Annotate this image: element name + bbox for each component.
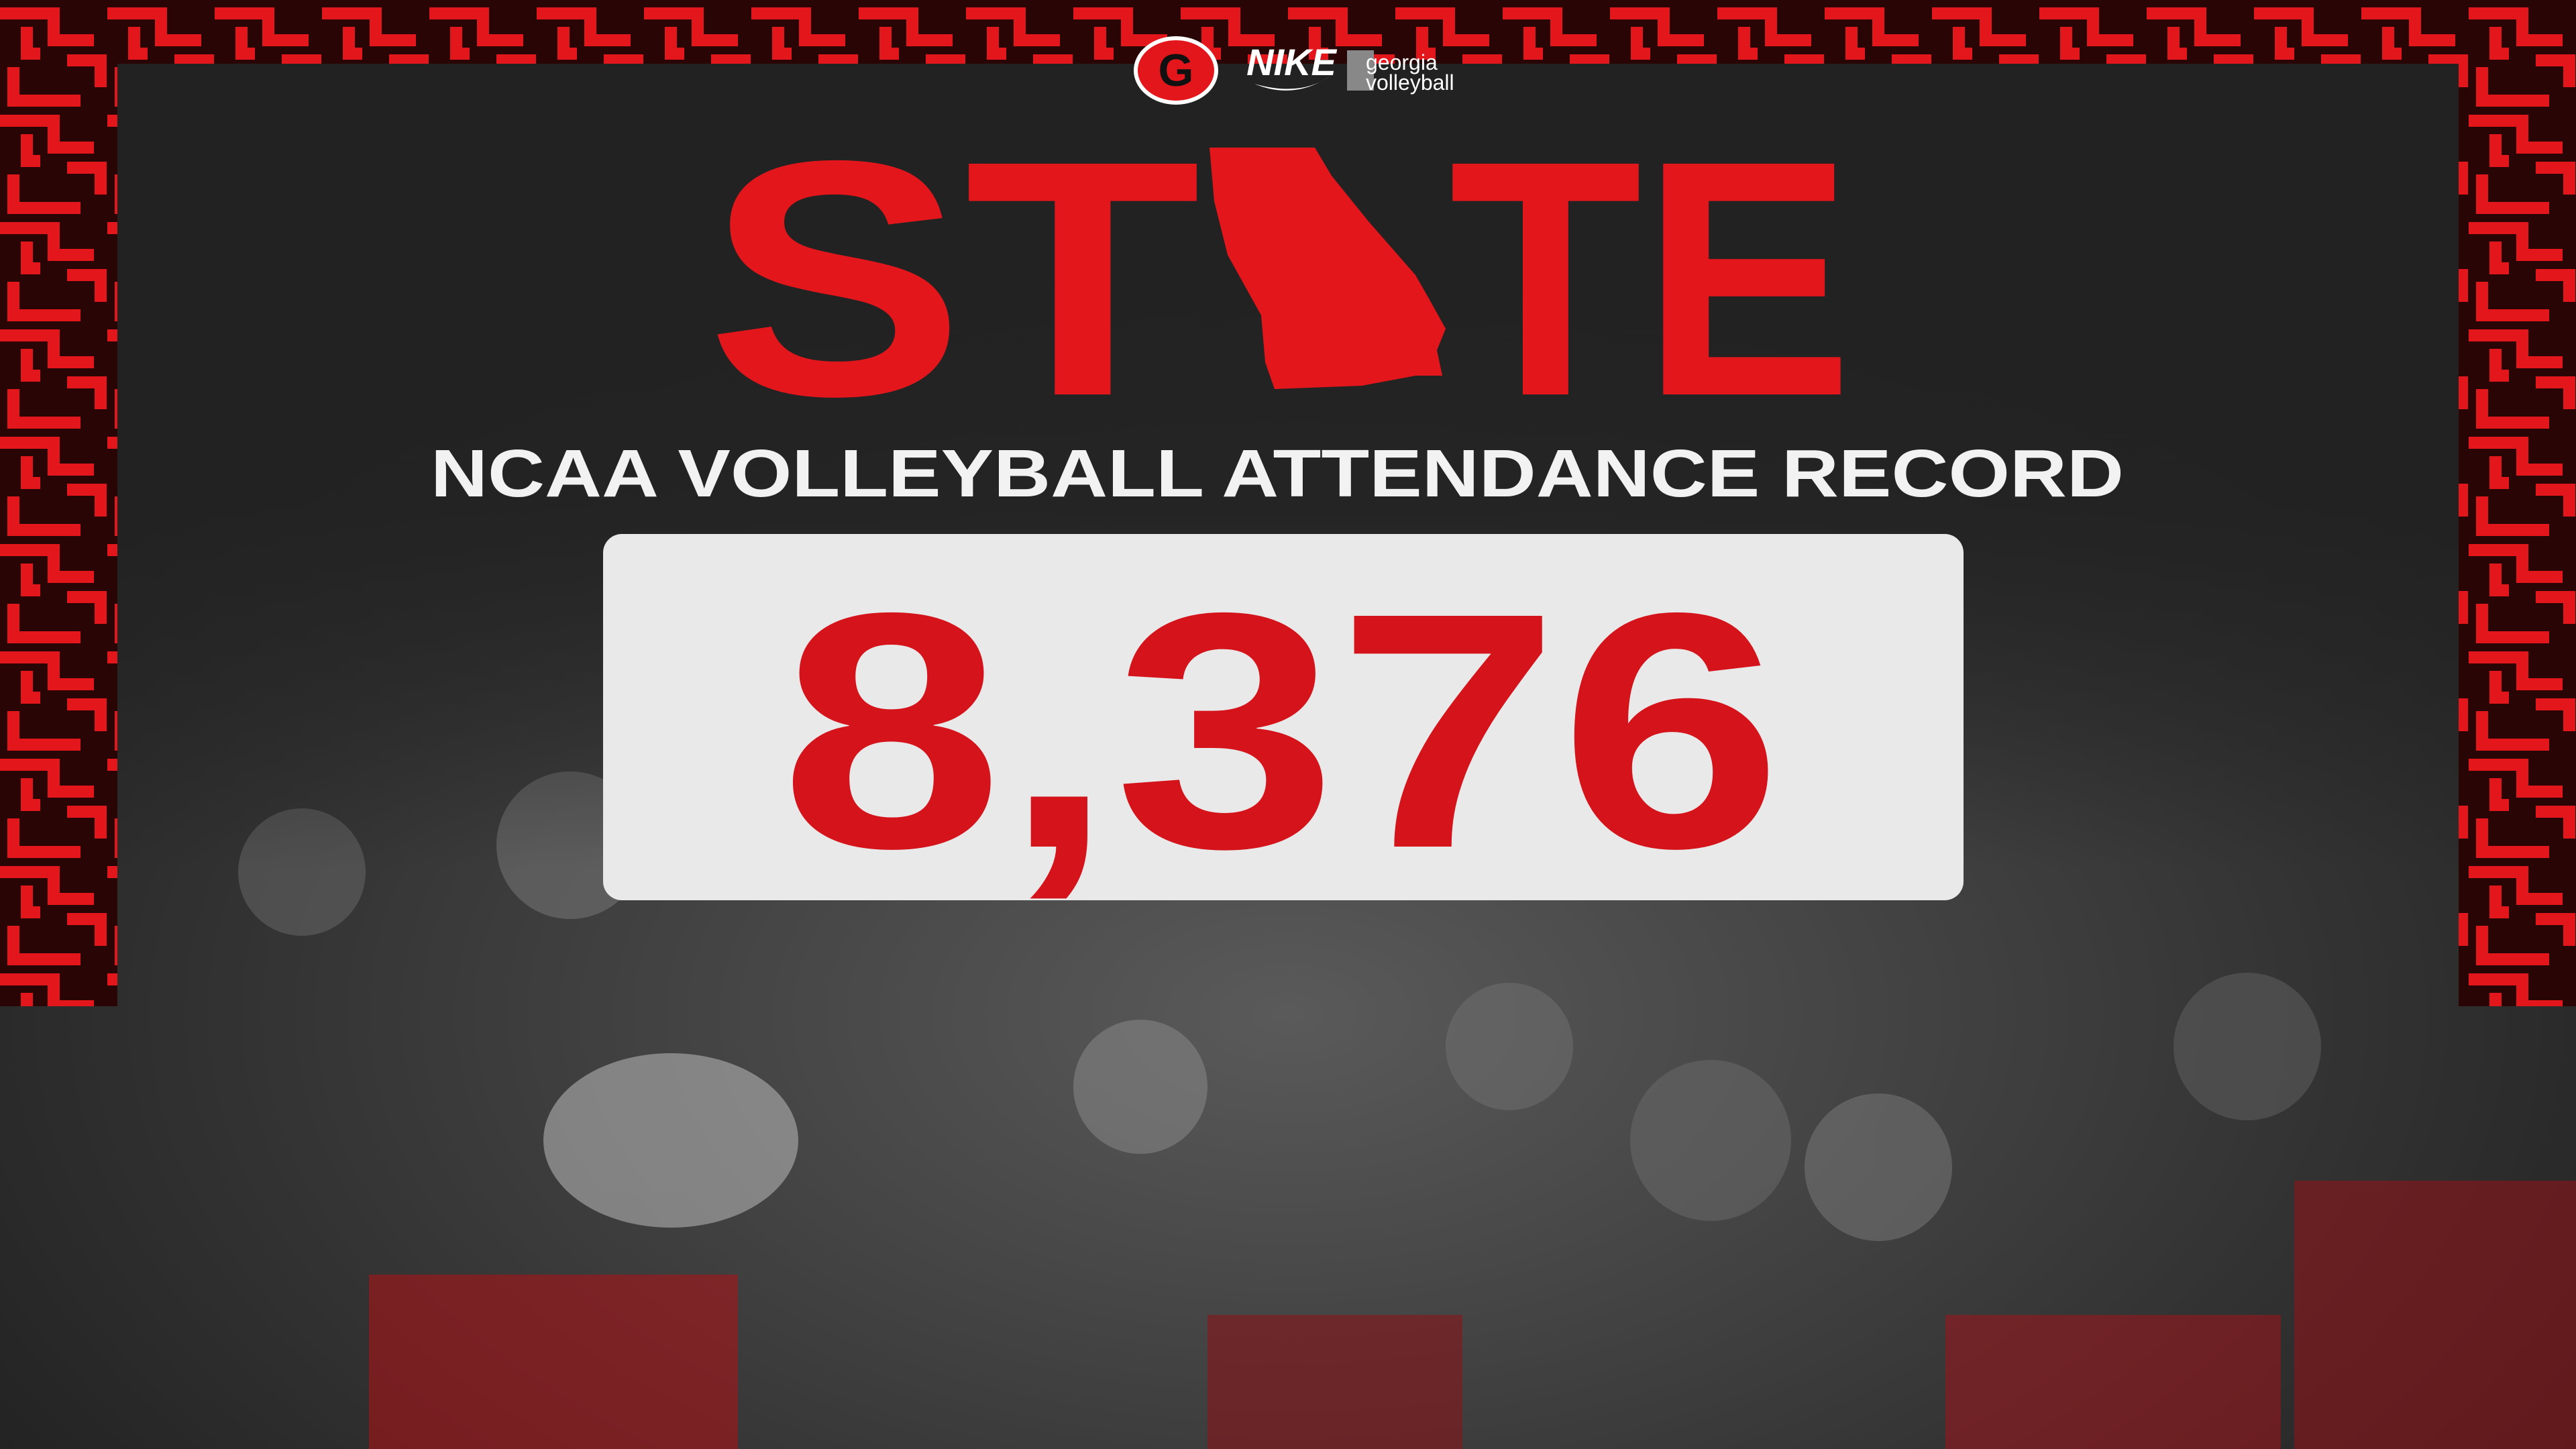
left-border xyxy=(0,0,117,1006)
g-logo xyxy=(1134,36,1218,105)
g-logo-letter: G xyxy=(1159,45,1194,96)
brand-line: volleyball xyxy=(1366,70,1454,95)
state-icon xyxy=(1347,50,1374,91)
headline-left: ST xyxy=(706,91,1201,466)
headline-right: TE xyxy=(1449,91,1853,466)
right-border xyxy=(2459,0,2576,1006)
record-box xyxy=(603,534,1964,900)
sponsor-logo: NIKE xyxy=(1246,41,1337,83)
top-border xyxy=(0,0,2576,64)
logo-bar: G NIKE georgia volleyball xyxy=(1134,36,1454,105)
subtitle: NCAA VOLLEYBALL ATTENDANCE RECORD xyxy=(431,436,2124,511)
record-number: 8,376 xyxy=(780,543,1782,918)
georgia-map-letter xyxy=(1210,148,1446,389)
headline: ST TE xyxy=(706,91,1853,466)
brand-line: georgia xyxy=(1366,50,1438,74)
